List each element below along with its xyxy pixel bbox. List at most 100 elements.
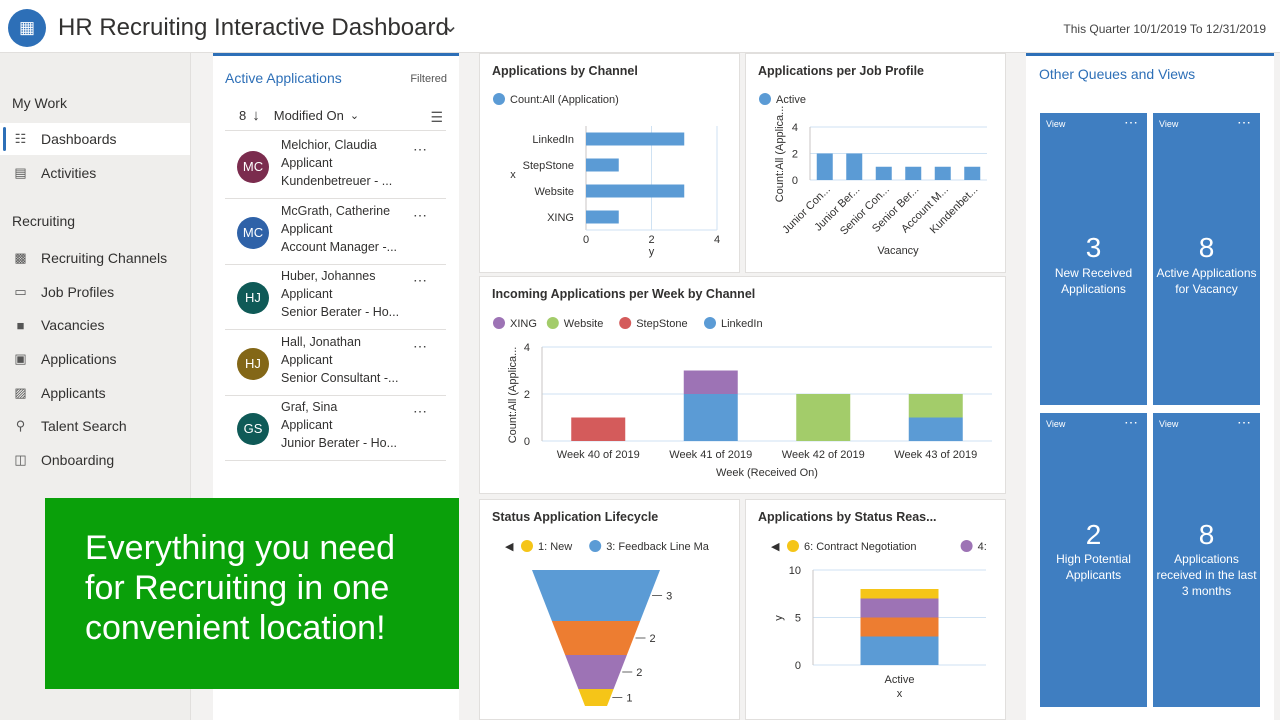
- channels-icon: ▩: [14, 250, 27, 265]
- tile-view-label[interactable]: View: [1046, 119, 1066, 129]
- sidebar-item-job-profiles[interactable]: ▭ Job Profiles: [0, 276, 190, 308]
- sidebar-item-label: Recruiting Channels: [41, 250, 168, 266]
- bar-segment: [860, 589, 939, 599]
- category-label: StepStone: [523, 160, 574, 172]
- status-lifecycle-funnel-chart[interactable]: ◀ 1: New 3: Feedback Line Ma 3 2 2 1: [480, 500, 741, 720]
- sidebar-item-applicants[interactable]: ▨ Applicants: [0, 377, 190, 409]
- divider: [225, 460, 446, 461]
- category-label: Week 41 of 2019: [669, 449, 752, 461]
- funnel-stage: [532, 570, 660, 621]
- queue-tile[interactable]: View ⋯ 3 New Received Applications: [1040, 113, 1147, 405]
- bar-segment: [860, 617, 939, 637]
- status-reason-chart[interactable]: ◀ 6: Contract Negotiation 4: 0 5 10 Active x y: [746, 500, 1007, 720]
- tick-label: 2: [648, 234, 654, 246]
- more-options-icon[interactable]: ⋯: [413, 403, 428, 419]
- funnel-stage: [565, 655, 627, 689]
- chevron-down-icon[interactable]: ⌄: [442, 15, 459, 37]
- legend-swatch: [787, 540, 799, 552]
- chart-title: Incoming Applications per Week by Channe…: [492, 287, 756, 301]
- sidebar-section-recruiting: Recruiting: [12, 213, 76, 229]
- category-label: LinkedIn: [532, 134, 574, 146]
- more-options-icon[interactable]: ⋯: [1124, 114, 1139, 130]
- more-options-icon[interactable]: ⋯: [413, 141, 428, 157]
- sidebar-item-label: Vacancies: [41, 317, 105, 333]
- sort-direction-icon[interactable]: ↓: [252, 107, 260, 124]
- list-item[interactable]: GS Graf, Sina Applicant Junior Berater - Ho…: [225, 395, 446, 460]
- sort-field-selector[interactable]: Modified On: [273, 108, 344, 123]
- applicant-name: McGrath, Catherine: [281, 203, 391, 218]
- chevron-down-icon[interactable]: ⌄: [349, 110, 360, 122]
- sidebar-item-dashboards[interactable]: ☷ Dashboards: [0, 123, 190, 155]
- sidebar-item-recruiting-channels[interactable]: ▩ Recruiting Channels: [0, 242, 190, 274]
- tile-view-label[interactable]: View: [1046, 419, 1066, 429]
- list-item[interactable]: HJ Huber, Johannes Applicant Senior Berater…: [225, 264, 446, 329]
- stage-value-label: 3: [666, 591, 672, 603]
- tick-label: 4: [714, 234, 720, 246]
- legend-label: StepStone: [636, 318, 687, 330]
- category-label: Week 43 of 2019: [894, 449, 977, 461]
- bar: [586, 158, 619, 172]
- document-icon: ■: [16, 317, 25, 333]
- tile-count: 2: [1085, 519, 1102, 550]
- tile-count: 8: [1198, 232, 1215, 263]
- legend-prev-arrow: ◀: [771, 541, 780, 553]
- legend-swatch: [619, 317, 632, 329]
- period-filter[interactable]: This Quarter 10/1/2019 To 12/31/2019: [1063, 22, 1266, 36]
- list-item[interactable]: HJ Hall, Jonathan Applicant Senior Consulta…: [225, 330, 446, 395]
- sidebar-item-onboarding[interactable]: ◫ Onboarding: [0, 444, 190, 476]
- sidebar-section-my-work: My Work: [12, 95, 67, 111]
- bar-segment: [860, 636, 939, 665]
- more-options-icon[interactable]: ⋯: [1124, 414, 1139, 430]
- sidebar-item-vacancies[interactable]: ■ Vacancies: [0, 309, 190, 341]
- chart-card-applications-by-channel: Applications by Channel Count:All (Appli…: [479, 53, 740, 273]
- sidebar-item-activities[interactable]: ▤ Activities: [0, 157, 190, 189]
- id-card-icon: ▭: [14, 284, 27, 299]
- tile-view-label[interactable]: View: [1159, 419, 1179, 429]
- more-options-icon[interactable]: ⋯: [1237, 114, 1252, 130]
- tile-label: New Received Applications: [1054, 266, 1133, 296]
- bar: [934, 166, 951, 180]
- applicant-role: Senior Consultant -...: [281, 370, 399, 385]
- more-options-icon[interactable]: ⋯: [413, 337, 428, 354]
- more-options-icon[interactable]: ⋯: [413, 272, 428, 288]
- legend-label: Website: [564, 318, 604, 330]
- applications-by-channel-chart[interactable]: Count:All (Application) LinkedIn StepStone…: [480, 54, 741, 274]
- legend-label: Active: [776, 94, 806, 106]
- stage-value-label: 1: [626, 693, 632, 705]
- sidebar-item-applications[interactable]: ▣ Applications: [0, 343, 190, 375]
- tile-label: Applications received in the last 3 mont…: [1156, 552, 1257, 598]
- applicant-type: Applicant: [281, 156, 333, 170]
- divider: [225, 329, 446, 330]
- record-count: 8: [239, 108, 247, 123]
- list-item[interactable]: MC Melchior, Claudia Applicant Kundenbetreu…: [225, 133, 446, 198]
- queues-title: Other Queues and Views: [1039, 66, 1196, 82]
- list-item[interactable]: MC McGrath, Catherine Applicant Account Man…: [225, 199, 446, 264]
- dashboard-app-icon[interactable]: ▦: [8, 9, 46, 47]
- active-applications-title[interactable]: Active Applications: [225, 70, 342, 86]
- application-icon: ▣: [14, 351, 27, 366]
- chart-title: Applications by Status Reas...: [758, 510, 937, 524]
- tile-view-label[interactable]: View: [1159, 119, 1179, 129]
- incoming-applications-chart[interactable]: XING Website StepStone LinkedIn 0 2 4 Week 40 o…: [480, 277, 1007, 495]
- more-options-icon[interactable]: ⋯: [413, 206, 428, 223]
- other-queues-panel: Other Queues and Views View ⋯ 3 New Receive…: [1026, 53, 1274, 720]
- sidebar-item-label: Onboarding: [41, 452, 115, 468]
- bar: [816, 153, 833, 180]
- tick-label: 0: [583, 234, 589, 246]
- more-options-icon[interactable]: ⋯: [1237, 414, 1252, 430]
- queue-tile[interactable]: View ⋯ 8 Active Applications for Vacancy: [1153, 113, 1260, 405]
- queue-tile[interactable]: View ⋯ 2 High Potential Applicants: [1040, 413, 1147, 707]
- y-axis-label: y: [773, 615, 785, 621]
- legend-label: Count:All (Application): [510, 94, 619, 106]
- view-selector-icon[interactable]: ☰: [430, 109, 443, 125]
- chart-title: Applications per Job Profile: [758, 64, 924, 78]
- tick-label: 4: [792, 122, 798, 134]
- legend-swatch: [759, 93, 771, 105]
- sidebar-item-talent-search[interactable]: ⚲ Talent Search: [0, 410, 190, 442]
- sidebar-item-label: Applicants: [41, 385, 106, 401]
- onboarding-icon: ◫: [14, 452, 27, 467]
- tick-label: 4: [524, 342, 530, 354]
- queue-tile[interactable]: View ⋯ 8 Applications received in the last …: [1153, 413, 1260, 707]
- category-label: Week 42 of 2019: [782, 449, 865, 461]
